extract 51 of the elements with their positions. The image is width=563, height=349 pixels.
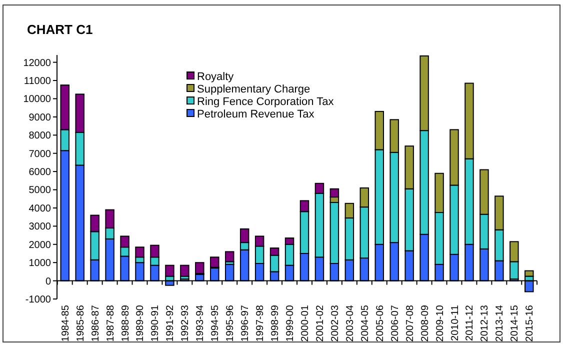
x-tick-label: 1988-89 [120, 304, 132, 342]
x-tick-label: 1990-91 [150, 304, 162, 342]
x-tick-label: 2007-08 [404, 304, 416, 342]
x-tick-label: 2001-02 [314, 304, 326, 342]
x-tick-label: 2008-09 [420, 304, 431, 342]
legend-label: Petroleum Revenue Tax [197, 108, 315, 120]
legend-label: Royalty [197, 70, 234, 83]
x-tick-label: 1987-88 [105, 304, 116, 342]
x-tick-label: 2010-11 [450, 304, 461, 341]
x-tick-label: 1985-86 [75, 304, 86, 342]
x-tick-label: 1997-98 [255, 304, 266, 342]
y-tick-label: 9000 [28, 112, 52, 124]
legend-label: Ring Fence Corporation Tax [197, 96, 334, 108]
x-tick-label: 1992-93 [180, 304, 192, 342]
x-tick-label: 1998-99 [270, 304, 282, 342]
x-tick-label: 2006-07 [390, 304, 401, 342]
x-tick-label: 1989-90 [135, 304, 146, 342]
legend-label: Supplementary Charge [197, 83, 310, 96]
x-tick-label: 2002-03 [330, 304, 341, 342]
x-tick-label: 2004-05 [360, 304, 371, 342]
x-tick-label: 1999-00 [285, 304, 296, 342]
x-tick-label: 1984-85 [60, 304, 72, 342]
y-tick-label: 2000 [28, 240, 52, 251]
y-tick-label: 10000 [23, 94, 52, 106]
x-tick-label: 1996-97 [240, 304, 252, 342]
y-tick-label: -1000 [25, 294, 52, 306]
x-tick-label: 2012-13 [480, 304, 491, 342]
x-tick-label: 1991-92 [165, 304, 176, 342]
y-tick-label: 1000 [28, 258, 52, 270]
x-tick-label: 2005-06 [374, 304, 386, 342]
x-tick-label: 2009-10 [434, 304, 446, 342]
y-tick-label: 3000 [28, 222, 52, 233]
x-tick-label: 2003-04 [344, 304, 356, 342]
x-tick-label: 2000-01 [300, 304, 311, 342]
x-tick-label: 2015-16 [524, 304, 536, 342]
y-tick-label: 8000 [28, 130, 52, 142]
x-tick-label: 1993-94 [195, 304, 206, 342]
x-tick-label: 1986-87 [90, 304, 102, 342]
x-tick-label: 1994-95 [210, 304, 222, 342]
y-tick-label: 4000 [28, 203, 52, 214]
y-tick-label: 5000 [28, 185, 52, 196]
x-tick-label: 1995-96 [225, 304, 236, 342]
y-tick-label: 11000 [24, 76, 52, 87]
y-tick-label: 6000 [28, 167, 52, 178]
chart-title: CHART C1 [27, 22, 93, 37]
x-tick-label: 2011-12 [464, 304, 476, 341]
x-tick-label: 2013-14 [494, 304, 506, 342]
x-tick-label: 2014-15 [510, 304, 521, 342]
y-tick-label: 7000 [28, 148, 52, 160]
y-tick-label: 12000 [23, 58, 52, 69]
y-tick-label: 0 [45, 276, 52, 288]
